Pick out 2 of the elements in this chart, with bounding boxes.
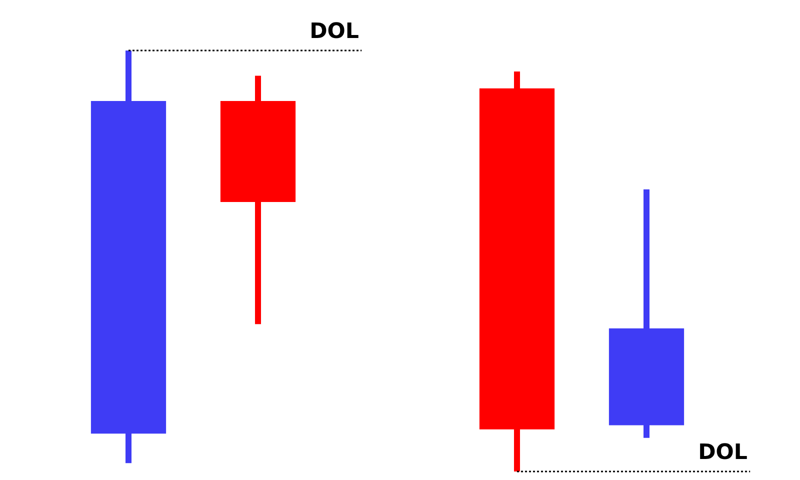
ref-line-label: DOL [698,440,748,466]
ref-line-label: DOL [310,19,360,44]
